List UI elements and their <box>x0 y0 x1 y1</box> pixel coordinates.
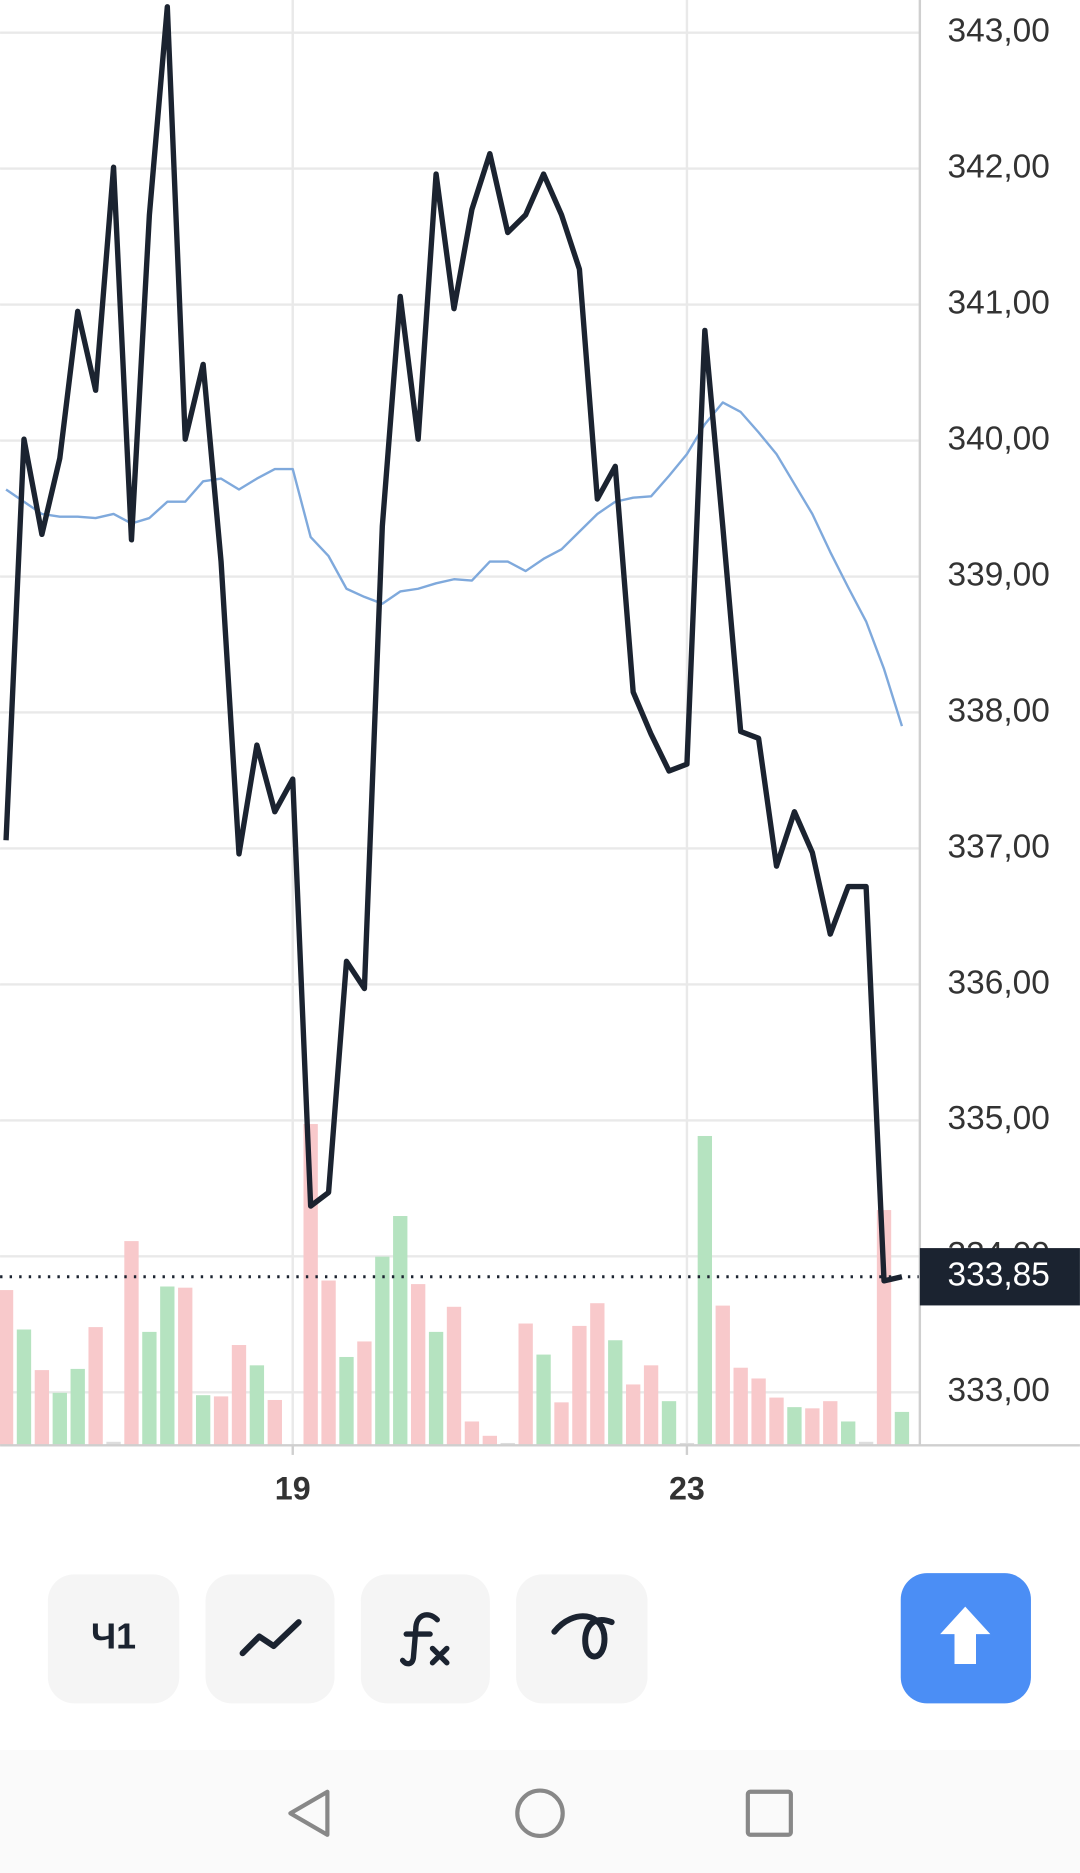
volume-bar <box>16 1329 32 1446</box>
volume-bar <box>733 1367 748 1446</box>
volume-bar <box>160 1286 175 1446</box>
volume-bar <box>195 1395 211 1446</box>
y-tick-label: 340,00 <box>948 420 1050 457</box>
interval-label: Ч1 <box>91 1616 136 1656</box>
drawing-icon <box>551 1613 615 1660</box>
volume-bar <box>106 1441 121 1446</box>
plot <box>0 0 920 1446</box>
volume-bar <box>858 1441 874 1446</box>
y-tick-label: 338,00 <box>948 692 1050 729</box>
volume-bar <box>876 1210 892 1446</box>
volume-bar <box>554 1402 569 1446</box>
volume-bar <box>805 1408 820 1446</box>
volume-bar <box>518 1323 533 1446</box>
nav-background <box>0 1749 1080 1873</box>
back-button[interactable] <box>288 1789 330 1837</box>
arrow-icon <box>940 1606 991 1664</box>
volume-bar <box>643 1365 659 1446</box>
price-line <box>3 4 903 1284</box>
volume-bar <box>267 1399 282 1446</box>
y-tick-label: 343,00 <box>948 12 1050 49</box>
volume-bar <box>321 1280 336 1446</box>
indicators-button[interactable] <box>360 1574 490 1704</box>
x-tick-label: 23 <box>669 1470 705 1506</box>
y-tick-label: 336,00 <box>948 964 1050 1001</box>
volume-bar <box>393 1216 408 1446</box>
volume-bar <box>249 1365 265 1446</box>
volume-bar <box>410 1284 426 1446</box>
volume-bar <box>894 1411 910 1446</box>
volume-bar <box>213 1396 229 1446</box>
volume-bar <box>124 1241 139 1446</box>
y-tick-label: 339,00 <box>948 556 1050 593</box>
volume-bar <box>697 1135 713 1446</box>
interval-button[interactable] <box>47 1574 180 1704</box>
volume-bar <box>357 1341 372 1446</box>
volume-bar <box>626 1384 641 1446</box>
volume-bar <box>572 1325 587 1446</box>
y-tick-label: 335,00 <box>948 1100 1050 1137</box>
y-tick-label: 333,00 <box>948 1372 1050 1409</box>
recent-button[interactable] <box>745 1789 793 1837</box>
volume-bar <box>464 1421 480 1446</box>
volume-bar <box>661 1401 677 1446</box>
volume-bar <box>178 1287 193 1446</box>
fx-icon <box>399 1612 450 1667</box>
last-price-box <box>919 1248 1080 1306</box>
chart-type-button[interactable] <box>205 1574 335 1704</box>
volume-bar <box>482 1435 497 1446</box>
drawing-button[interactable] <box>516 1574 648 1704</box>
volume-bar <box>536 1354 551 1446</box>
volume-bar <box>446 1306 462 1446</box>
line-icon <box>239 1619 302 1657</box>
volume-bar <box>70 1368 85 1446</box>
volume-bar <box>0 1290 14 1446</box>
volume-bar <box>787 1407 802 1446</box>
y-tick-label: 342,00 <box>948 148 1050 185</box>
volume-bar <box>715 1305 730 1446</box>
home-button[interactable] <box>515 1788 565 1839</box>
volume-bar <box>769 1397 784 1446</box>
volume-bar <box>88 1327 103 1446</box>
volume-bar <box>339 1356 354 1446</box>
volume-bar <box>428 1331 444 1446</box>
y-tick-label: 341,00 <box>948 284 1050 321</box>
volume-bar <box>823 1401 838 1446</box>
volume-bar <box>231 1345 247 1446</box>
volume-bar <box>841 1421 856 1446</box>
toolbar: Ч1 <box>47 1573 1031 1704</box>
volume-bar <box>590 1303 605 1446</box>
volume-bar <box>608 1340 623 1446</box>
volume-bar <box>34 1370 50 1446</box>
last-price-label: 333,85 <box>948 1257 1050 1294</box>
nav-bar <box>0 1749 1080 1873</box>
volume-bar <box>375 1256 390 1446</box>
y-tick-label: 337,00 <box>948 828 1050 865</box>
x-tick-label: 19 <box>275 1470 311 1506</box>
price-line <box>5 401 904 727</box>
volume-bar <box>751 1378 766 1446</box>
volume-bar <box>142 1331 157 1446</box>
volume-bar <box>52 1392 67 1446</box>
